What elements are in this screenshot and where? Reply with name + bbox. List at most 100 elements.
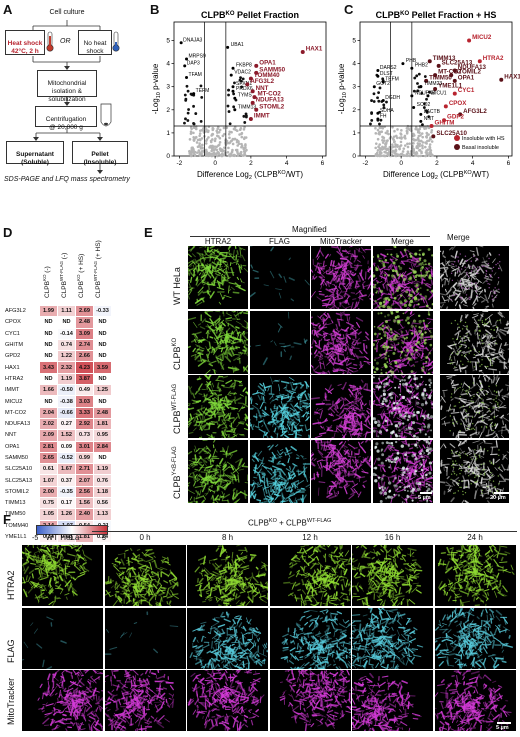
merge-puncta bbox=[417, 329, 421, 333]
mito-fragment bbox=[218, 301, 222, 305]
mito-fragment bbox=[478, 413, 487, 419]
mito-fragment bbox=[420, 278, 423, 285]
mito-fragment bbox=[397, 281, 400, 285]
merge-puncta bbox=[372, 429, 376, 433]
mito-fragment bbox=[366, 410, 370, 415]
mito-fragment bbox=[392, 372, 395, 374]
background-point bbox=[406, 145, 410, 149]
merge-puncta bbox=[429, 429, 432, 432]
merge-puncta bbox=[390, 304, 393, 307]
mito-fragment bbox=[219, 361, 225, 370]
mito-fragment bbox=[192, 474, 195, 482]
mito-fragment bbox=[325, 341, 334, 346]
mito-fragment bbox=[195, 262, 200, 265]
merge-puncta bbox=[415, 436, 419, 438]
mito-fragment bbox=[444, 259, 447, 267]
significant-point bbox=[417, 72, 421, 76]
mito-fragment bbox=[199, 279, 207, 282]
mito-fragment bbox=[362, 412, 367, 416]
mito-fragment bbox=[392, 404, 397, 408]
merge-puncta bbox=[384, 258, 387, 262]
mito-fragment bbox=[201, 317, 207, 323]
mito-fragment bbox=[501, 434, 505, 438]
background-point bbox=[406, 154, 409, 158]
merge-puncta bbox=[403, 299, 407, 302]
mito-fragment bbox=[354, 337, 360, 344]
merge-puncta bbox=[419, 269, 422, 272]
mito-fragment bbox=[240, 310, 244, 314]
heatmap-gene-label: SAMM50 bbox=[4, 451, 40, 465]
mito-fragment bbox=[219, 473, 222, 480]
mito-fragment bbox=[292, 429, 302, 433]
mito-fragment bbox=[288, 377, 294, 381]
point-label: DLST bbox=[380, 71, 393, 77]
merge-puncta bbox=[386, 375, 390, 378]
mito-fragment bbox=[222, 462, 227, 468]
merge-puncta bbox=[399, 356, 402, 359]
heatmap-row: OPA1 2.81 0.09 3.01 2.84 bbox=[4, 440, 112, 453]
merge-puncta bbox=[373, 370, 376, 373]
merge-puncta bbox=[468, 296, 470, 298]
mito-fragment bbox=[213, 317, 221, 324]
merge-puncta bbox=[398, 399, 401, 402]
mito-fragment bbox=[238, 457, 243, 466]
mito-fragment bbox=[279, 420, 284, 428]
mito-fragment bbox=[351, 404, 359, 409]
significant-point bbox=[242, 114, 246, 118]
mito-fragment bbox=[412, 300, 420, 303]
panel-e-row-label: CLPBY<B-FLAG bbox=[172, 445, 182, 499]
merge-puncta bbox=[395, 310, 399, 313]
mito-fragment bbox=[501, 349, 504, 357]
background-point bbox=[236, 154, 240, 158]
merge-puncta bbox=[386, 283, 389, 286]
mito-fragment bbox=[480, 419, 485, 424]
mito-fragment bbox=[285, 389, 292, 395]
y-tick-label: 2 bbox=[166, 107, 170, 114]
merge-puncta bbox=[379, 371, 383, 374]
mito-fragment bbox=[228, 282, 236, 285]
mito-fragment bbox=[346, 300, 350, 306]
mito-fragment bbox=[417, 428, 425, 431]
mito-fragment bbox=[399, 304, 402, 309]
mito-fragment bbox=[195, 266, 199, 273]
merge-puncta bbox=[481, 398, 483, 400]
mito-fragment bbox=[364, 355, 369, 360]
merge-puncta bbox=[479, 364, 481, 367]
merge-puncta bbox=[389, 391, 393, 395]
background-point bbox=[231, 142, 235, 146]
mito-fragment bbox=[298, 401, 301, 410]
mito-fragment bbox=[349, 266, 356, 269]
background-point bbox=[405, 126, 409, 130]
mito-fragment bbox=[242, 462, 245, 467]
panel-label-d: D bbox=[3, 225, 13, 240]
merge-puncta bbox=[387, 354, 389, 357]
mito-fragment bbox=[221, 321, 226, 326]
merge-puncta bbox=[422, 425, 426, 428]
mito-fragment bbox=[214, 261, 220, 269]
heatmap-cell: 3.59 bbox=[93, 361, 112, 374]
mito-fragment bbox=[236, 285, 242, 287]
labeled-point bbox=[231, 89, 235, 93]
mito-fragment bbox=[482, 425, 486, 433]
mito-fragment bbox=[332, 367, 341, 371]
mito-fragment bbox=[407, 338, 413, 345]
merge-puncta bbox=[372, 376, 375, 379]
background-point bbox=[244, 136, 248, 139]
mito-fragment bbox=[462, 284, 468, 290]
mito-fragment bbox=[335, 351, 344, 356]
background-point bbox=[204, 139, 208, 143]
merge-puncta bbox=[413, 252, 417, 256]
merge-puncta bbox=[410, 268, 415, 272]
mito-fragment bbox=[462, 324, 467, 327]
mito-fragment bbox=[379, 425, 383, 429]
background-point bbox=[198, 132, 202, 135]
mito-fragment bbox=[215, 321, 217, 327]
mito-fragment bbox=[223, 460, 227, 466]
heatmap-cell: ND bbox=[39, 316, 58, 329]
mito-fragment bbox=[208, 386, 214, 395]
mito-fragment bbox=[464, 297, 469, 302]
mito-fragment bbox=[446, 260, 450, 266]
significant-point bbox=[186, 111, 190, 115]
mito-fragment bbox=[329, 304, 336, 309]
merge-puncta bbox=[459, 407, 461, 409]
